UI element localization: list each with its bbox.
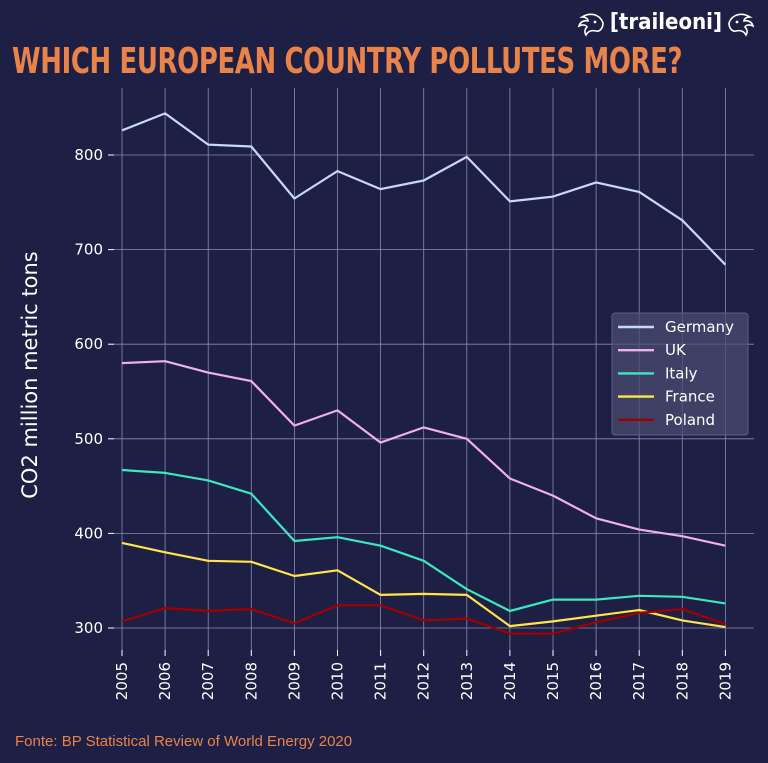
x-tick-label: 2016 bbox=[587, 662, 605, 700]
y-axis-label: CO2 million metric tons bbox=[18, 251, 42, 499]
legend-label-uk: UK bbox=[665, 341, 687, 359]
y-tick-label: 500 bbox=[74, 430, 103, 448]
series-line-italy bbox=[121, 468, 726, 613]
chart-series bbox=[121, 112, 727, 635]
lion-right-icon bbox=[728, 13, 755, 37]
x-tick-label: 2010 bbox=[329, 662, 347, 700]
legend-box bbox=[611, 312, 749, 436]
x-tick-label: 2005 bbox=[113, 662, 131, 700]
x-tick-label: 2014 bbox=[501, 662, 519, 700]
x-tick-label: 2009 bbox=[285, 662, 303, 700]
x-tick-label: 2012 bbox=[415, 662, 433, 700]
x-tick-label: 2006 bbox=[156, 662, 174, 700]
x-axis-ticks: 2005 2006 2007 2008 2009 2010 2011 2012 2013 2014… bbox=[113, 650, 734, 700]
series-line-poland bbox=[121, 604, 726, 635]
y-tick-label: 400 bbox=[74, 524, 103, 542]
x-tick-label: 2019 bbox=[716, 662, 734, 700]
logo-text: [traileoni] bbox=[609, 10, 722, 35]
x-tick-label: 2018 bbox=[673, 662, 691, 700]
chart-title: WHICH EUROPEAN COUNTRY POLLUTES MORE? bbox=[12, 41, 683, 82]
x-tick-label: 2011 bbox=[372, 662, 390, 700]
legend-label-italy: Italy bbox=[665, 364, 698, 382]
series-line-uk bbox=[121, 360, 726, 547]
y-tick-label: 700 bbox=[74, 241, 103, 259]
x-tick-label: 2007 bbox=[199, 662, 217, 700]
x-tick-label: 2015 bbox=[544, 662, 562, 700]
lion-left-icon bbox=[577, 13, 604, 37]
series-line-france bbox=[121, 541, 726, 629]
brand-logo: [traileoni] bbox=[576, 6, 756, 40]
legend-label-germany: Germany bbox=[665, 318, 734, 336]
x-tick-label: 2013 bbox=[458, 662, 476, 700]
legend-label-france: France bbox=[665, 388, 715, 406]
series-line-germany bbox=[121, 112, 727, 266]
x-tick-label: 2008 bbox=[242, 662, 260, 700]
y-axis-ticks: 300 400 500 600 700 800 bbox=[74, 146, 114, 637]
legend-label-poland: Poland bbox=[665, 411, 715, 429]
source-note: Fonte: BP Statistical Review of World En… bbox=[15, 733, 353, 750]
chart-grid bbox=[114, 88, 754, 650]
y-tick-label: 300 bbox=[74, 619, 103, 637]
x-tick-label: 2017 bbox=[630, 662, 648, 700]
y-tick-label: 800 bbox=[74, 146, 103, 164]
chart-legend: Germany UK Italy France Poland bbox=[611, 312, 749, 436]
y-tick-label: 600 bbox=[74, 335, 103, 353]
